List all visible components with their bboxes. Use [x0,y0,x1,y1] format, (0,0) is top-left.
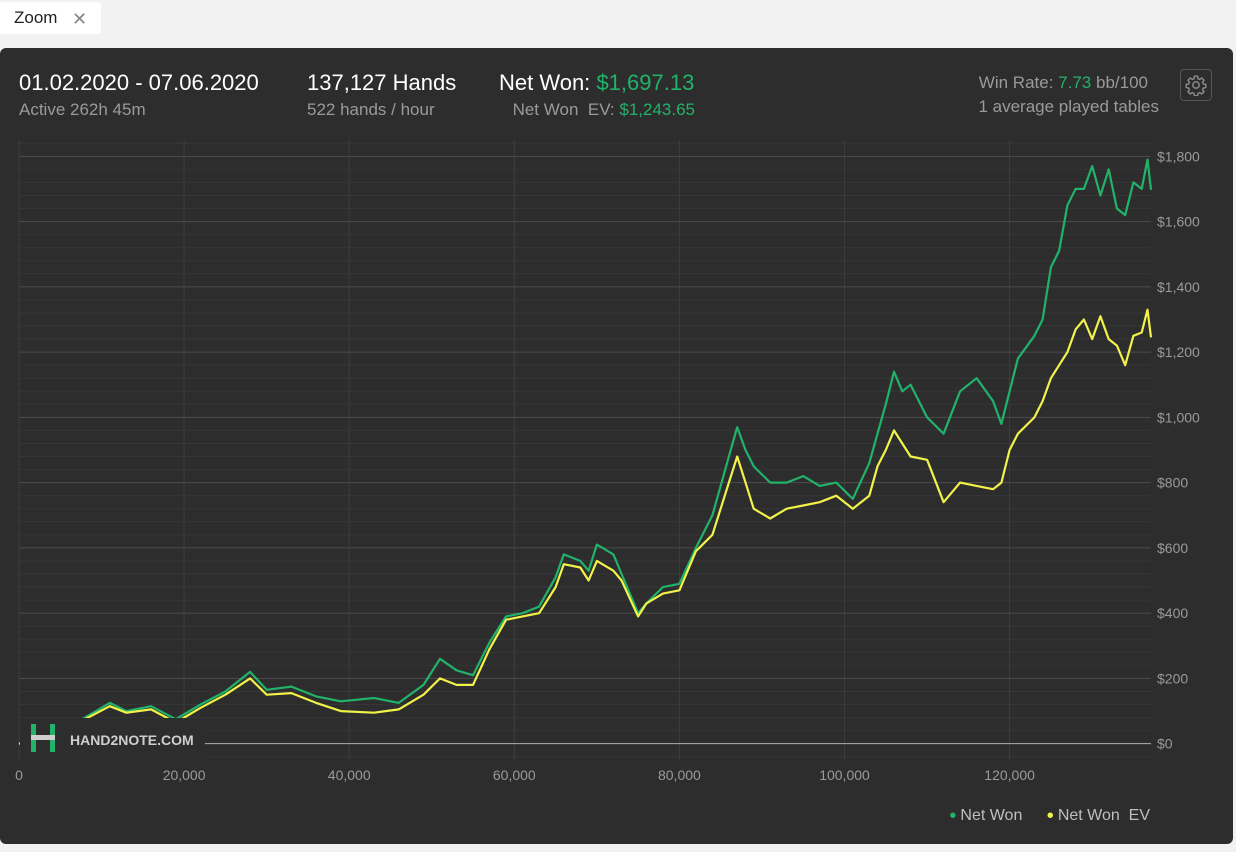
watermark: HAND2NOTE.COM [20,718,205,758]
active-time: Active 262h 45m [19,100,146,119]
x-tick-label: 40,000 [328,767,371,783]
net-won-label: Net Won: [499,70,591,95]
win-rate-unit: bb/100 [1096,73,1148,92]
gear-icon-glyph [1185,75,1207,96]
win-rate-label: Win Rate: [978,73,1054,92]
legend-label-net-won: Net Won [960,807,1023,824]
zoom-tab-label: Zoom [14,8,58,27]
hands-total: 137,127 Hands [307,70,457,95]
legend-item-net-won[interactable]: • Net Won [949,805,1026,827]
gear-icon[interactable] [1180,69,1212,101]
y-tick-label: $0 [1157,736,1173,752]
net-won-chart: 0 20,000 40,000 60,000 80,000 100,000 120,000 … [15,140,1200,783]
net-won-ev-summary: Net Won EV: $1,243.65 [513,100,695,120]
date-range: 01.02.2020 - 07.06.2020 [19,70,259,95]
x-tick-label: 20,000 [163,767,206,783]
y-tick-label: $600 [1157,540,1188,556]
close-icon[interactable]: ✕ [72,9,88,29]
legend: • Net Won • Net Won EV [949,805,1150,828]
x-axis-ticks: 0 20,000 40,000 60,000 80,000 100,000 120,000 [15,767,1035,783]
y-tick-label: $1,600 [1157,214,1200,230]
y-tick-label: $1,400 [1157,279,1200,295]
win-rate: Win Rate: 7.73 bb/100 [979,73,1148,93]
series-line-net-won [18,158,1153,745]
grid [18,140,1151,760]
legend-dot-icon: • [949,805,957,827]
net-won-ev-value: $1,243.65 [619,100,695,119]
tables-info: 1 average played tables [978,97,1159,116]
y-tick-label: $200 [1157,670,1188,686]
x-tick-label: 60,000 [493,767,536,783]
x-tick-label: 80,000 [658,767,701,783]
x-tick-label: 0 [15,767,23,783]
series-line-net-won-ev [18,308,1153,745]
y-axis-ticks: $0 $200 $400 $600 $800 $1,000 $1,200 $1,400 $1,6… [1157,148,1200,751]
legend-item-net-won-ev[interactable]: • Net Won EV [1046,805,1150,827]
y-tick-label: $1,200 [1157,344,1200,360]
chart-panel: 01.02.2020 - 07.06.2020 Active 262h 45m … [0,48,1233,844]
zoom-tab[interactable]: Zoom ✕ [0,2,101,34]
y-tick-label: $400 [1157,605,1188,621]
win-rate-value: 7.73 [1058,73,1092,92]
y-tick-label: $1,000 [1157,409,1200,425]
legend-dot-icon: • [1046,805,1054,827]
hands-rate: 522 hands / hour [307,100,435,119]
y-tick-label: $800 [1157,475,1188,491]
watermark-text: HAND2NOTE.COM [70,732,194,748]
net-won-ev-label: Net Won EV: [512,100,615,119]
series-lines [18,158,1153,745]
h2n-logo-icon [31,724,55,752]
y-tick-label: $1,800 [1157,148,1200,164]
x-tick-label: 100,000 [819,767,870,783]
x-tick-label: 120,000 [984,767,1035,783]
net-won-summary: Net Won: $1,697.13 [499,70,694,96]
legend-label-net-won-ev: Net Won EV [1057,807,1150,824]
net-won-value: $1,697.13 [596,70,695,95]
